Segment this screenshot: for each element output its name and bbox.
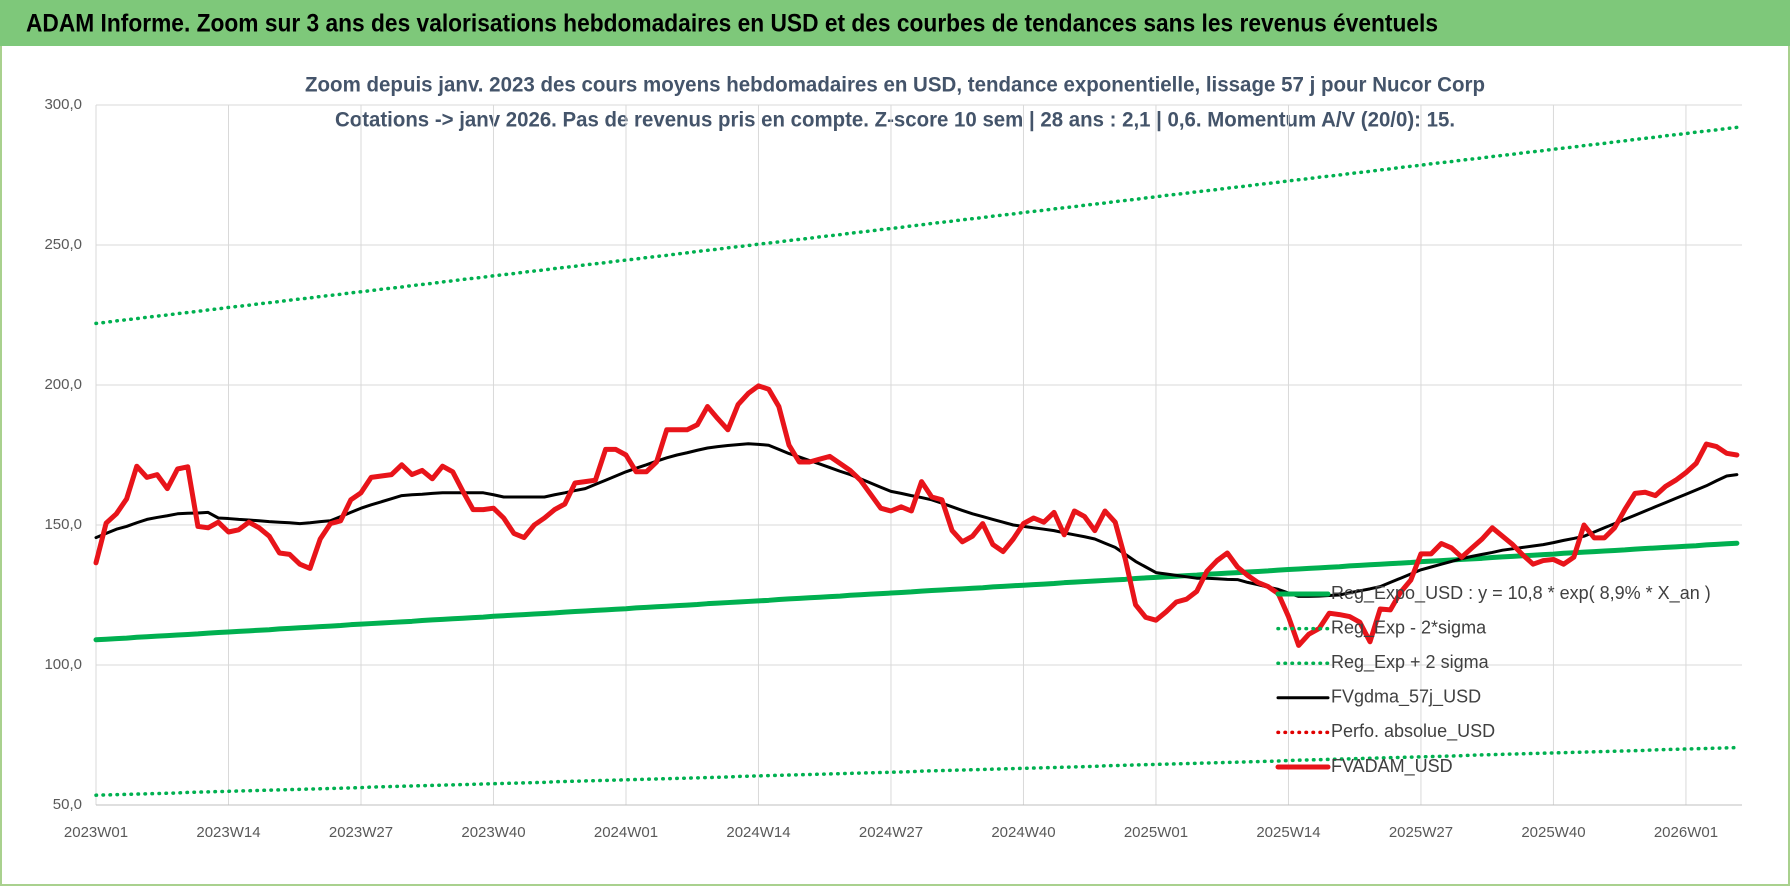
series-line bbox=[94, 745, 1739, 797]
x-tick-label: 2023W40 bbox=[461, 824, 525, 841]
series-line bbox=[94, 125, 1739, 326]
legend-label: FVgdma_57j_USD bbox=[1331, 687, 1481, 708]
series-line bbox=[93, 383, 1740, 648]
x-tick-label: 2024W14 bbox=[726, 824, 790, 841]
y-tick-label: 50,0 bbox=[53, 796, 82, 813]
x-tick-label: 2023W01 bbox=[64, 824, 128, 841]
y-tick-label: 250,0 bbox=[44, 236, 82, 253]
chart-subtitle: Cotations -> janv 2026. Pas de revenus p… bbox=[335, 109, 1455, 132]
x-tick-label: 2025W01 bbox=[1124, 824, 1188, 841]
x-tick-label: 2026W01 bbox=[1654, 824, 1718, 841]
legend-label: Reg_Exp - 2*sigma bbox=[1331, 617, 1487, 638]
legend-label: FVADAM_USD bbox=[1331, 756, 1453, 777]
legend-label: Reg_Expo_USD : y = 10,8 * exp( 8,9% * X_… bbox=[1331, 583, 1711, 604]
x-tick-label: 2025W27 bbox=[1389, 824, 1453, 841]
y-tick-label: 300,0 bbox=[44, 96, 82, 113]
x-tick-label: 2024W40 bbox=[991, 824, 1055, 841]
legend-label: Reg_Exp + 2 sigma bbox=[1331, 652, 1490, 673]
x-tick-label: 2023W14 bbox=[196, 824, 260, 841]
x-tick-label: 2024W27 bbox=[859, 824, 923, 841]
header-title: ADAM Informe. Zoom sur 3 ans des valoris… bbox=[26, 10, 1438, 38]
x-tick-label: 2024W01 bbox=[594, 824, 658, 841]
chart-title: Zoom depuis janv. 2023 des cours moyens … bbox=[305, 74, 1485, 97]
y-tick-label: 200,0 bbox=[44, 376, 82, 393]
y-tick-label: 150,0 bbox=[44, 516, 82, 533]
legend-label: Perfo. absolue_USD bbox=[1331, 721, 1495, 742]
x-tick-label: 2025W14 bbox=[1256, 824, 1320, 841]
x-tick-label: 2023W27 bbox=[329, 824, 393, 841]
header-bar bbox=[0, 0, 1790, 46]
x-tick-label: 2025W40 bbox=[1521, 824, 1585, 841]
y-tick-label: 100,0 bbox=[44, 656, 82, 673]
